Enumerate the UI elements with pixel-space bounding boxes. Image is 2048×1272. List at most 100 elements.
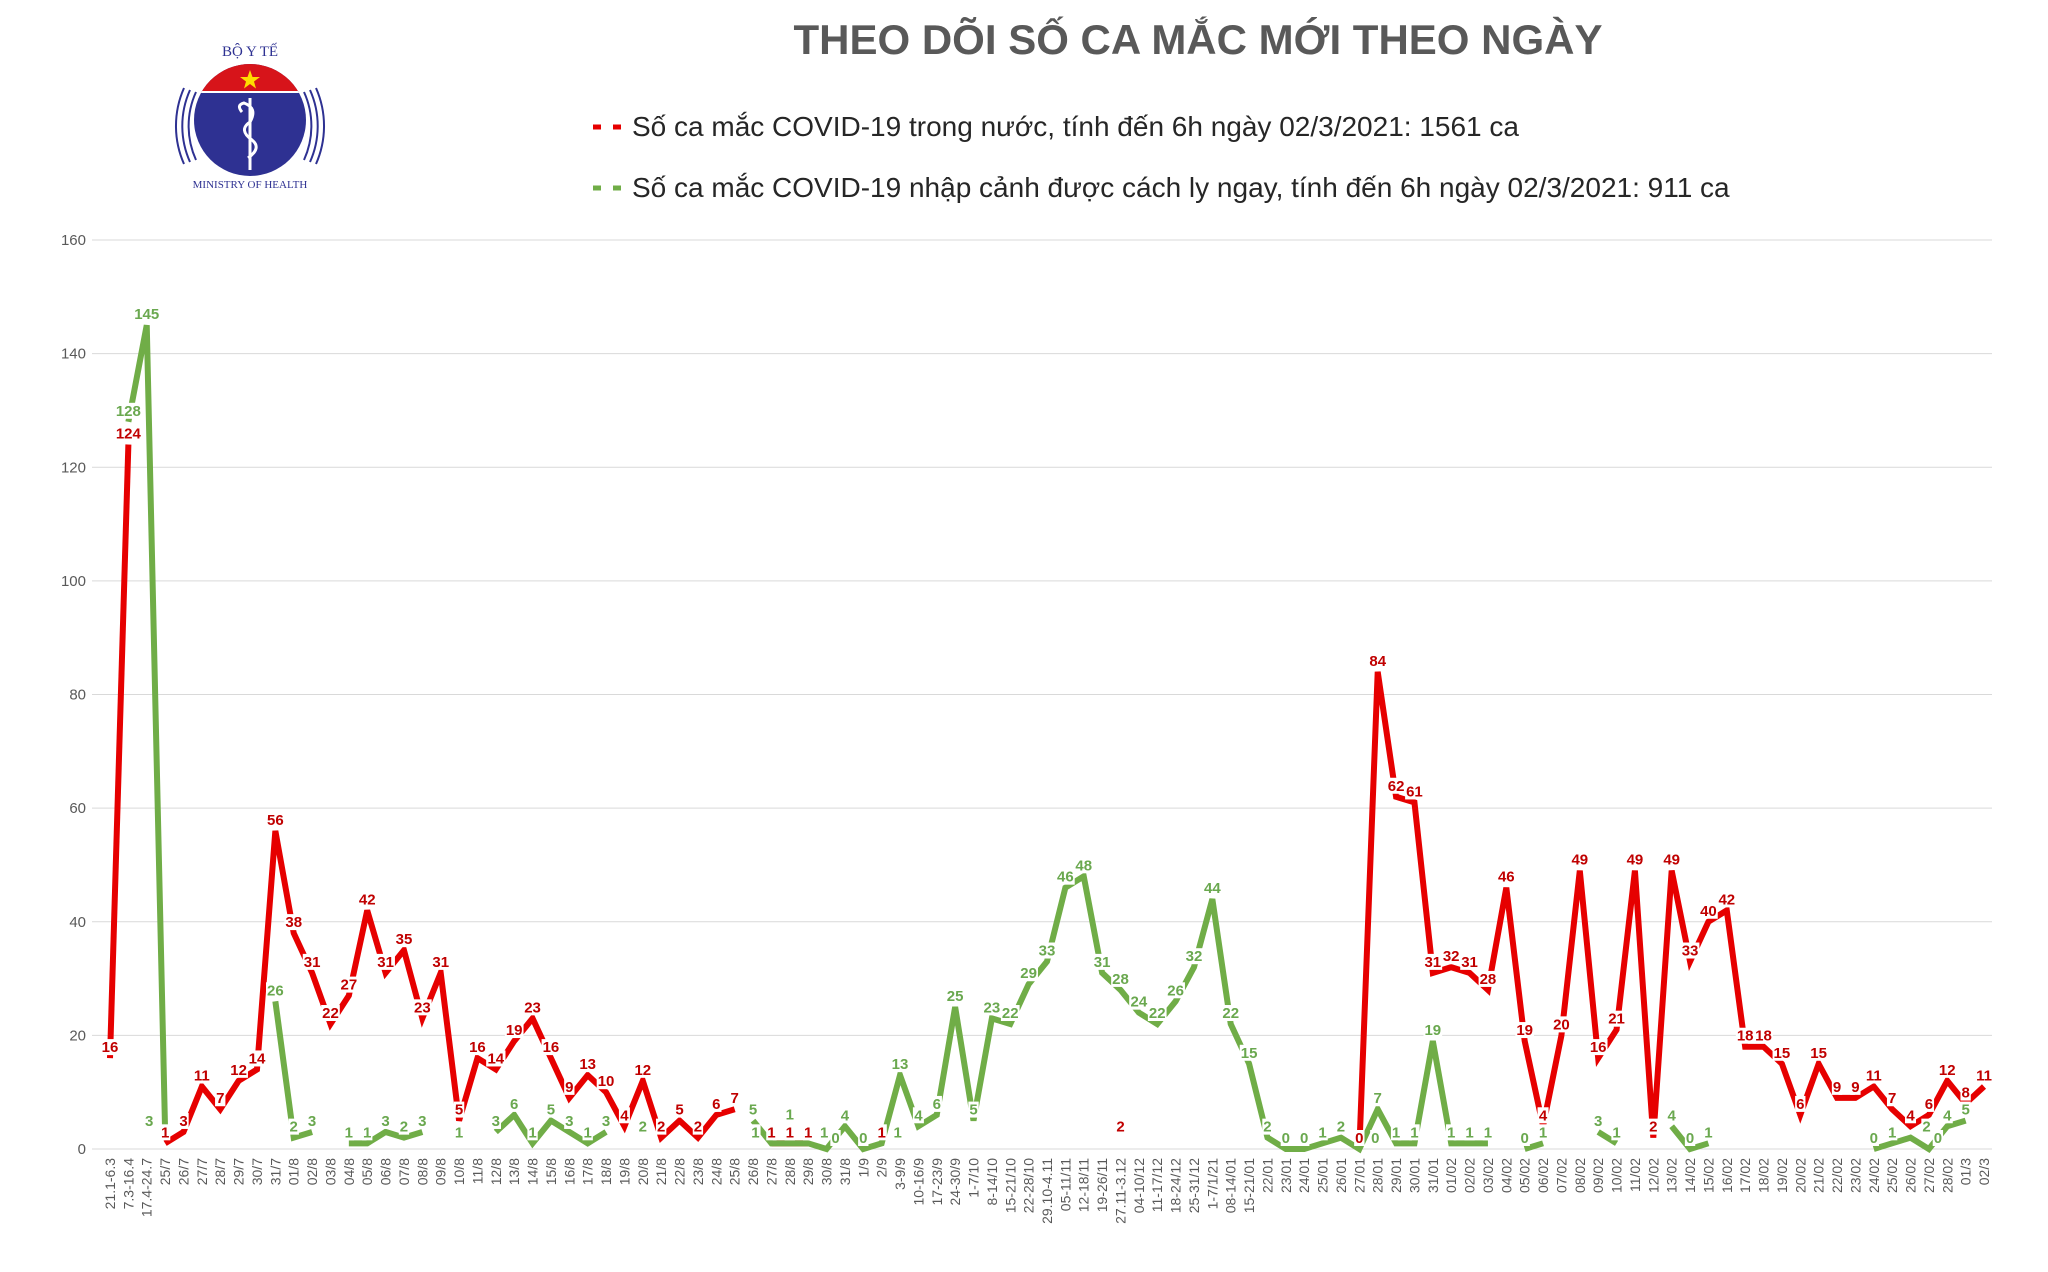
x-tick-label: 13/8 (506, 1158, 522, 1185)
data-label-imported: 2 (398, 1118, 410, 1136)
x-tick-label: 27.11-3.12 (1112, 1158, 1128, 1224)
legend-label-imported: Số ca mắc COVID-19 nhập cảnh được cách l… (632, 172, 1730, 203)
data-label-imported: 0 (830, 1130, 841, 1147)
x-tick-label: 25/01 (1315, 1158, 1331, 1193)
y-tick-label: 160 (61, 232, 86, 249)
x-tick-label: 08/02 (1572, 1158, 1588, 1193)
data-label-imported: 128 (114, 402, 142, 420)
data-label-domestic: 62 (1386, 777, 1406, 795)
svg-text:13: 13 (892, 1056, 909, 1073)
svg-text:23: 23 (984, 999, 1001, 1016)
y-tick-label: 80 (69, 687, 86, 704)
svg-text:1: 1 (786, 1106, 794, 1123)
data-label-imported: 2 (1921, 1118, 1932, 1136)
data-label-imported: 24 (1129, 993, 1149, 1011)
series-line-imported (1872, 1117, 1967, 1153)
logo: BỘ Y TẾ MINISTRY OF HEALTH (174, 43, 326, 191)
x-axis: 21.1-6.3 7.3-16.4 17.4-24.7 25/7 26/7 27/7 28/… (102, 1158, 1992, 1224)
x-tick-label: 07/8 (396, 1158, 412, 1185)
svg-text:16: 16 (469, 1039, 486, 1056)
data-label-imported: 0 (1370, 1130, 1381, 1147)
data-label-imported: 33 (1037, 942, 1057, 960)
data-label-domestic: 4 (1537, 1107, 1549, 1124)
svg-text:4: 4 (914, 1107, 923, 1124)
x-tick-label: 13/02 (1664, 1158, 1680, 1193)
x-tick-label: 25-31/12 (1186, 1158, 1202, 1213)
data-label-imported: 46 (1056, 868, 1075, 886)
svg-text:3: 3 (381, 1113, 389, 1130)
svg-text:26: 26 (1167, 982, 1184, 999)
svg-text:1: 1 (893, 1124, 901, 1141)
x-tick-label: 16/8 (561, 1158, 577, 1185)
series-line-domestic (1356, 671, 1987, 1150)
x-tick-label: 09/8 (433, 1158, 449, 1185)
x-tick-label: 2/9 (874, 1158, 890, 1178)
x-tick-label: 10-16/9 (910, 1158, 926, 1206)
svg-text:46: 46 (1057, 869, 1074, 886)
svg-text:7: 7 (730, 1090, 738, 1107)
svg-text:1: 1 (1410, 1124, 1418, 1141)
x-tick-label: 29.10-4.11 (1039, 1158, 1055, 1224)
data-label-imported: 2 (1262, 1118, 1273, 1136)
x-tick-label: 23/8 (690, 1158, 706, 1185)
data-label-imported: 5 (1960, 1101, 1971, 1119)
svg-text:5: 5 (547, 1102, 555, 1119)
svg-text:2: 2 (657, 1119, 665, 1136)
data-label-domestic: 49 (1662, 851, 1682, 869)
svg-text:0: 0 (1870, 1130, 1878, 1147)
x-tick-label: 18/02 (1756, 1158, 1772, 1193)
x-tick-label: 11/02 (1627, 1158, 1643, 1192)
svg-text:1: 1 (820, 1124, 828, 1141)
data-label-imported: 23 (982, 999, 1002, 1016)
data-label-domestic: 14 (486, 1050, 506, 1067)
data-label-domestic: 16 (1588, 1039, 1608, 1056)
series-line-domestic (107, 444, 132, 1059)
svg-text:1: 1 (528, 1124, 536, 1141)
svg-text:4: 4 (1539, 1107, 1548, 1124)
data-label-imported: 48 (1074, 857, 1094, 874)
svg-text:2: 2 (1337, 1119, 1345, 1136)
svg-text:31: 31 (1424, 954, 1441, 971)
data-label-domestic: 3 (178, 1112, 189, 1130)
data-label-domestic: 7 (1886, 1090, 1898, 1107)
x-tick-label: 12/8 (488, 1158, 504, 1185)
data-label-imported: 0 (1932, 1130, 1944, 1147)
data-labels: 1612413117121456383122274231352331516141… (100, 306, 1993, 1147)
data-label-domestic: 35 (394, 931, 414, 948)
svg-text:145: 145 (134, 306, 159, 323)
svg-text:6: 6 (1925, 1096, 1933, 1113)
svg-text:1: 1 (877, 1124, 885, 1141)
svg-text:4: 4 (1667, 1107, 1676, 1124)
data-label-imported: 1 (750, 1124, 761, 1141)
x-tick-label: 12-18/11 (1076, 1158, 1092, 1212)
svg-text:22: 22 (322, 1005, 339, 1022)
svg-text:2: 2 (1263, 1119, 1271, 1136)
data-label-imported: 13 (890, 1056, 910, 1073)
data-label-imported: 5 (968, 1101, 979, 1119)
data-label-imported: 1 (1409, 1124, 1420, 1141)
x-tick-label: 11-17/12 (1149, 1158, 1165, 1212)
svg-text:40: 40 (1700, 903, 1717, 920)
svg-text:19: 19 (506, 1022, 523, 1039)
svg-text:12: 12 (1939, 1062, 1956, 1079)
svg-text:9: 9 (565, 1079, 573, 1096)
x-tick-label: 17/8 (580, 1158, 596, 1185)
x-tick-label: 01/02 (1443, 1158, 1459, 1193)
svg-text:19: 19 (1424, 1022, 1441, 1039)
series-line-imported (1523, 1140, 1544, 1152)
series-line-domestic (163, 830, 736, 1146)
data-label-imported: 19 (1423, 1022, 1443, 1039)
svg-text:5: 5 (455, 1102, 463, 1119)
data-label-imported: 1 (1317, 1124, 1328, 1141)
data-label-imported: 3 (380, 1112, 391, 1130)
data-label-domestic: 1 (784, 1124, 795, 1141)
data-label-imported: 1 (1446, 1124, 1457, 1141)
legend-item-imported: Số ca mắc COVID-19 nhập cảnh được cách l… (593, 172, 1730, 203)
data-label-domestic: 12 (229, 1061, 248, 1079)
data-label-domestic: 31 (431, 953, 451, 971)
x-tick-label: 18/8 (598, 1158, 614, 1185)
svg-text:22: 22 (1222, 1005, 1239, 1022)
series-line-imported (1669, 1124, 1710, 1153)
svg-text:6: 6 (510, 1096, 518, 1113)
